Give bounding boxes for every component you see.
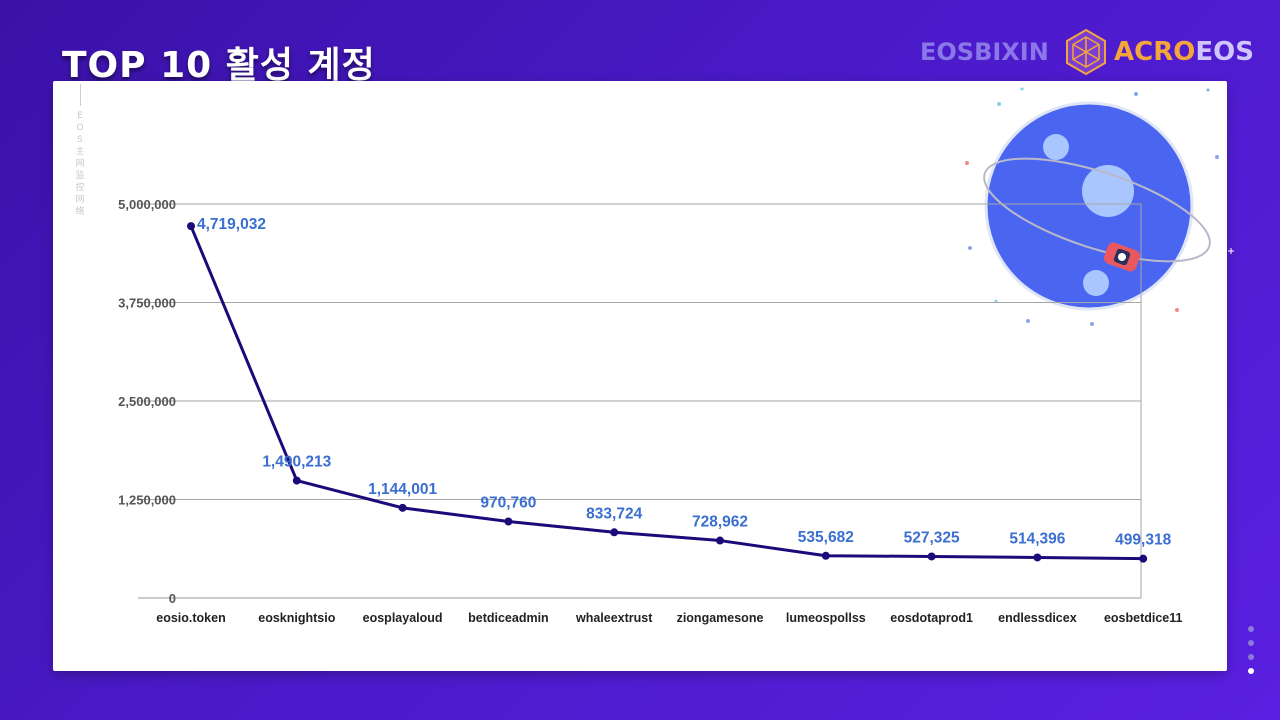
brand-eos: EOS xyxy=(1195,37,1254,67)
watermark-text: EOS主网监控网络 xyxy=(75,111,87,217)
data-label: 728,962 xyxy=(692,514,748,531)
brand-eosbixin: EOSBIXIN xyxy=(920,38,1049,66)
data-point xyxy=(1139,554,1148,563)
x-tick-label: eosio.token xyxy=(156,611,225,625)
data-point xyxy=(398,503,407,512)
series-line xyxy=(187,222,1148,563)
acroeos-logo-icon xyxy=(1066,28,1106,76)
data-point xyxy=(504,517,513,526)
watermark-line xyxy=(80,84,81,106)
x-tick-label: eosknightsio xyxy=(258,611,335,625)
data-point xyxy=(292,476,301,485)
data-point xyxy=(716,536,724,545)
slide-pager[interactable] xyxy=(1248,626,1254,682)
data-label: 499,318 xyxy=(1115,532,1171,549)
brand-acro: ACRO xyxy=(1114,37,1196,67)
x-tick-label: ziongamesone xyxy=(677,611,764,625)
data-point xyxy=(610,528,619,537)
chart-grid xyxy=(138,203,1142,599)
data-label: 1,144,001 xyxy=(368,481,437,498)
brand-acroeos: ACROEOS xyxy=(1114,37,1254,67)
data-label: 514,396 xyxy=(1009,530,1065,547)
pager-dot[interactable] xyxy=(1248,654,1254,660)
data-label: 535,682 xyxy=(798,529,854,546)
data-label: 970,760 xyxy=(480,495,536,512)
data-point xyxy=(187,222,195,231)
y-tick-label: 2,500,000 xyxy=(118,394,176,409)
y-tick-label: 5,000,000 xyxy=(118,197,176,212)
data-label: 4,719,032 xyxy=(197,216,266,233)
pager-dot[interactable] xyxy=(1248,640,1254,646)
y-axis-ticks: 0 1,250,000 2,500,000 3,750,000 5,000,000 xyxy=(118,197,176,606)
y-tick-label: 1,250,000 xyxy=(118,493,176,508)
data-labels: 4,719,032 1,490,213 1,144,001 970,760 833,72… xyxy=(197,216,1172,549)
x-tick-label: eosdotaprod1 xyxy=(890,611,973,625)
slide-title: TOP 10 활성 계정 xyxy=(62,45,376,86)
data-point xyxy=(927,552,936,561)
data-label: 833,724 xyxy=(586,505,642,522)
y-tick-label: 0 xyxy=(169,591,176,606)
x-tick-label: eosplayaloud xyxy=(363,611,443,625)
x-tick-label: lumeospollss xyxy=(786,611,866,625)
x-tick-label: endlessdicex xyxy=(998,611,1077,625)
x-tick-label: whaleextrust xyxy=(575,611,653,625)
series-polyline xyxy=(189,225,1144,561)
pager-dot[interactable] xyxy=(1248,626,1254,632)
y-tick-label: 3,750,000 xyxy=(118,296,176,311)
x-tick-label: betdiceadmin xyxy=(468,611,549,625)
x-tick-label: eosbetdice11 xyxy=(1104,611,1183,625)
data-point xyxy=(1033,553,1042,562)
pager-dot[interactable] xyxy=(1248,668,1254,674)
data-label: 1,490,213 xyxy=(262,454,331,471)
data-label: 527,325 xyxy=(904,529,960,546)
x-axis-ticks: eosio.token eosknightsio eosplayaloud betdi… xyxy=(156,611,1182,625)
data-point xyxy=(821,551,830,560)
planet-illustration xyxy=(965,87,1234,326)
